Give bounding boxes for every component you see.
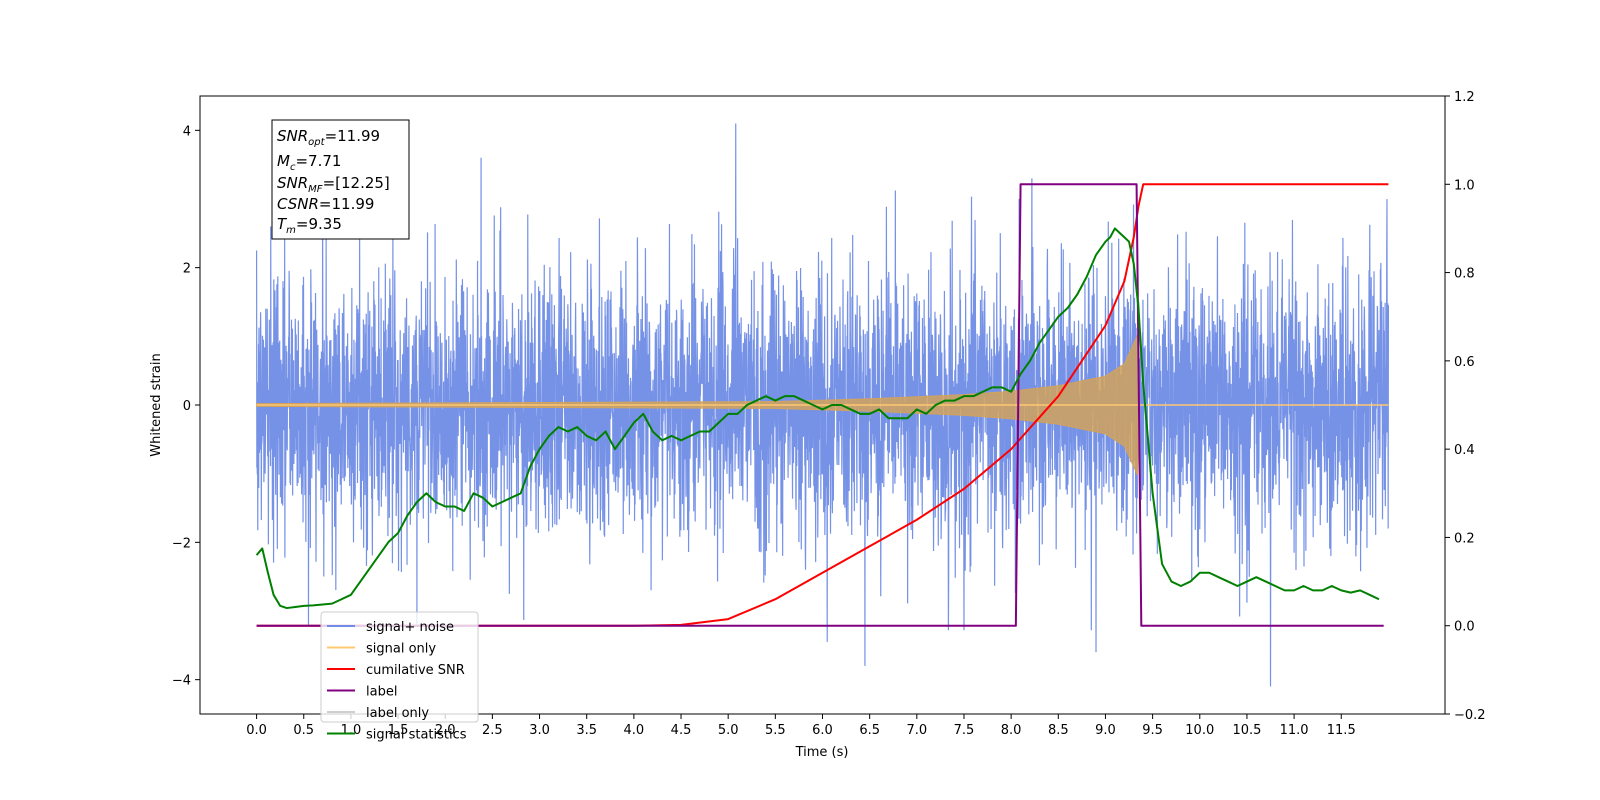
y-right-tick-label: 1.2 [1454, 90, 1475, 105]
x-tick-label: 10.0 [1185, 723, 1214, 738]
x-tick-label: 7.5 [954, 723, 975, 738]
y-right-tick-label: 0.6 [1454, 355, 1475, 370]
y-right-tick-label: −0.2 [1454, 708, 1486, 723]
x-tick-label: 9.0 [1095, 723, 1116, 738]
x-tick-label: 10.5 [1232, 723, 1261, 738]
x-tick-label: 8.5 [1048, 723, 1069, 738]
x-tick-label: 1.5 [388, 723, 409, 738]
series-signal-statistics [255, 227, 1380, 610]
legend-item-signal-noise: signal+ noise [327, 620, 454, 635]
stats-tm-label: T [277, 215, 288, 233]
x-tick-label: 2.5 [482, 723, 503, 738]
stats-snr-mf-sub: MF [308, 184, 323, 195]
plot-series [255, 123, 1390, 687]
y-left-tick-label: 2 [183, 262, 191, 277]
legend-item-cumilative-snr: cumilative SNR [327, 663, 465, 678]
x-tick-label: 2.0 [435, 723, 456, 738]
stats-csnr: CSNR=11.99 [277, 195, 374, 213]
stats-snr-opt-value: =11.99 [325, 127, 381, 145]
stats-mc: Mc=7.71 [277, 152, 341, 173]
stats-snr-mf-label: SNR [277, 174, 308, 192]
x-axis-label: Time (s) [795, 745, 849, 760]
series-label [256, 183, 1384, 627]
x-tick-label: 7.0 [906, 723, 927, 738]
legend-item-label: label [327, 685, 397, 700]
stats-box-frame [271, 119, 410, 240]
x-tick-label: 4.0 [624, 723, 645, 738]
y-right-tick-label: 0.8 [1454, 267, 1475, 282]
x-tick-label: 3.0 [529, 723, 550, 738]
y-axis-left-label: Whitened strain [149, 353, 164, 456]
legend-label: signal statistics [366, 728, 467, 743]
x-axis: 0.0 0.5 1.0 1.5 2.0 2.5 3.0 3.5 4.0 4.5 5.0 5.5 6.0 6… [246, 714, 1356, 738]
x-tick-label: 5.0 [718, 723, 739, 738]
x-tick-label: 1.0 [341, 723, 362, 738]
y-left-tick-label: 0 [183, 399, 191, 414]
x-tick-label: 9.5 [1142, 723, 1163, 738]
stats-snr-opt-sub: opt [308, 137, 325, 148]
x-tick-label: 6.0 [812, 723, 833, 738]
legend-item-label-only: label only [327, 706, 429, 721]
y-right-tick-label: 0.2 [1454, 531, 1475, 546]
legend-label: signal only [366, 642, 436, 657]
stats-mc-value: =7.71 [295, 152, 341, 170]
y-right-tick-label: 0.4 [1454, 443, 1475, 458]
stats-tm-value: =9.35 [296, 215, 342, 233]
x-tick-label: 8.0 [1001, 723, 1022, 738]
legend-item-signal-statistics: signal statistics [327, 728, 467, 743]
x-tick-label: 11.0 [1280, 723, 1309, 738]
y-right-tick-label: 0.0 [1454, 620, 1475, 635]
stats-snr-mf: SNRMF=[12.25] [277, 174, 390, 195]
legend-label: label only [366, 706, 429, 721]
y-axis-left: −4 −2 0 2 4 [172, 124, 200, 689]
series-signal-noise [255, 123, 1390, 687]
x-tick-label: 3.5 [576, 723, 597, 738]
x-tick-label: 5.5 [765, 723, 786, 738]
x-tick-label: 11.5 [1327, 723, 1356, 738]
stats-tm-sub: m [286, 225, 296, 236]
stats-snr-opt: SNRopt=11.99 [277, 127, 380, 148]
x-tick-label: 6.5 [859, 723, 880, 738]
stats-snr-mf-value: =[12.25] [323, 174, 390, 192]
x-tick-label: 0.5 [293, 723, 314, 738]
legend-label: signal+ noise [366, 620, 454, 635]
y-left-tick-label: −2 [172, 536, 191, 551]
stats-box: SNRopt=11.99 Mc=7.71 SNRMF=[12.25] CSNR=… [271, 119, 410, 240]
legend-item-signal-only: signal only [327, 642, 436, 657]
legend-label: label [366, 685, 397, 700]
x-tick-label: 0.0 [246, 723, 267, 738]
y-right-tick-label: 1.0 [1454, 178, 1475, 193]
legend: signal+ noise signal only cumilative SNR la… [320, 611, 479, 743]
y-left-tick-label: 4 [183, 124, 191, 139]
y-left-tick-label: −4 [172, 674, 191, 689]
y-axis-right: −0.2 0.0 0.2 0.4 0.6 0.8 1.0 1.2 [1445, 90, 1486, 723]
legend-label: cumilative SNR [366, 663, 465, 678]
series-cumilative-snr [256, 183, 1389, 627]
stats-mc-label: M [277, 152, 290, 170]
stats-csnr-value: =11.99 [319, 195, 375, 213]
stats-tm: Tm=9.35 [277, 215, 342, 236]
stats-mc-sub: c [290, 162, 296, 173]
legend-frame [320, 611, 479, 723]
x-tick-label: 4.5 [671, 723, 692, 738]
stats-snr-opt-label: SNR [277, 127, 308, 145]
stats-csnr-label: CSNR [277, 195, 319, 213]
